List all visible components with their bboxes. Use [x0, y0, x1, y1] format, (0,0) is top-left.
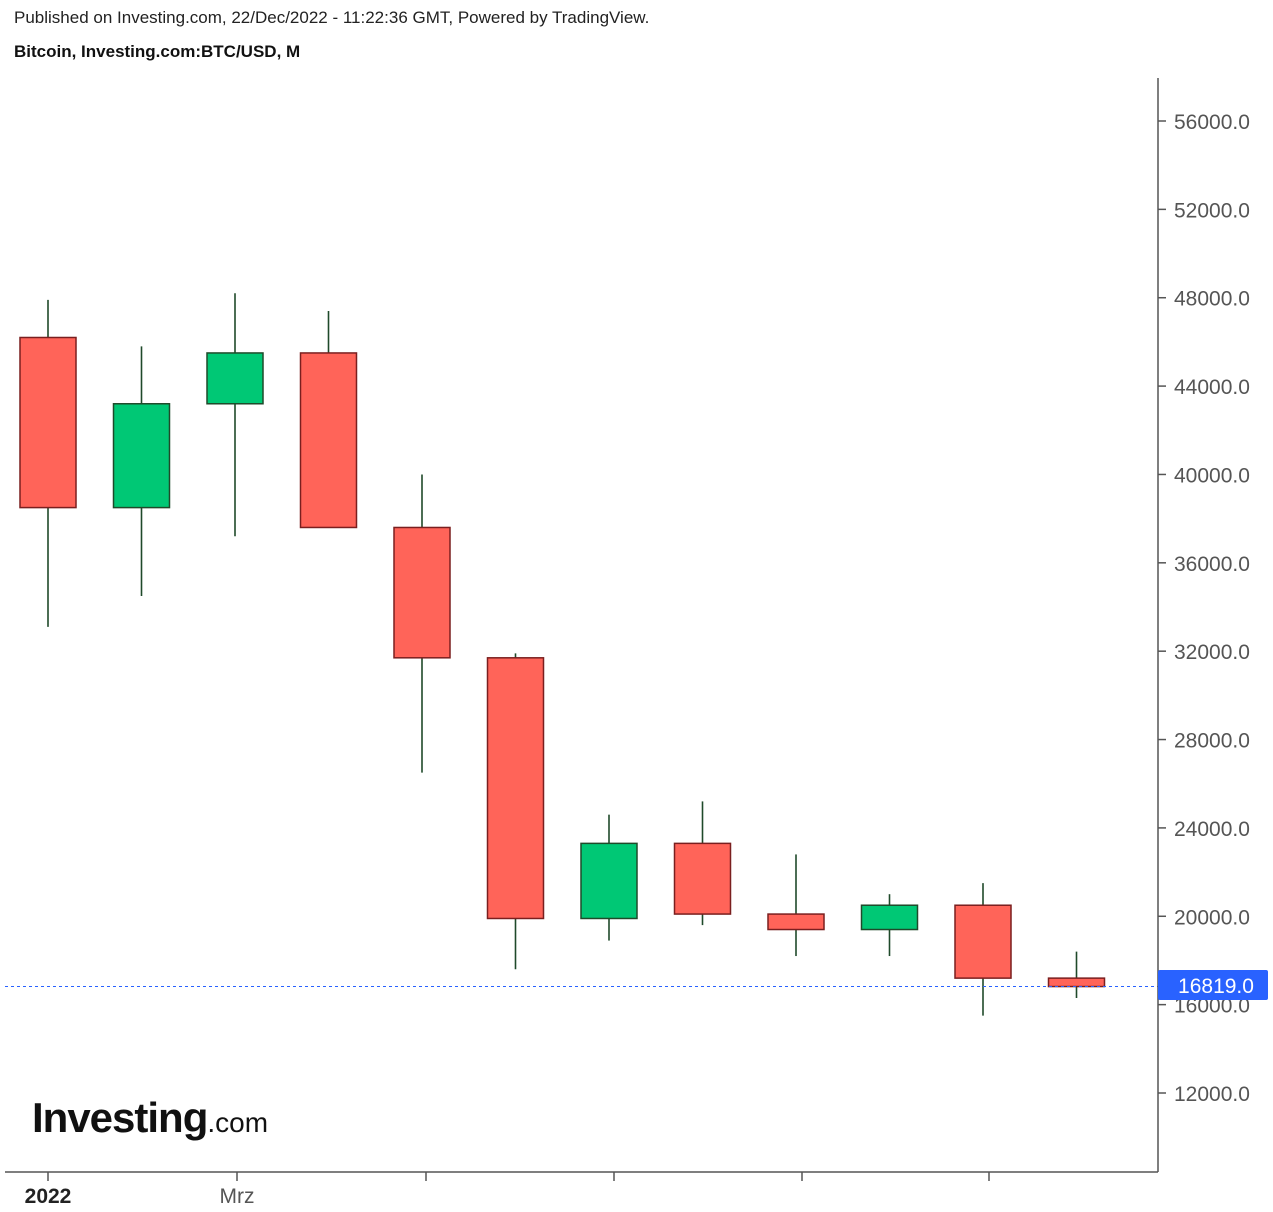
y-tick-label: 40000.0: [1174, 464, 1250, 487]
candle: [486, 653, 545, 970]
y-tick-label: 48000.0: [1174, 288, 1250, 311]
candle-body-up: [860, 904, 919, 931]
y-tick-label: 56000.0: [1174, 111, 1250, 134]
last-price-label: 16819.0: [1178, 975, 1254, 998]
y-tick-label: 36000.0: [1174, 553, 1250, 576]
candle: [206, 293, 264, 537]
candle: [1047, 951, 1106, 999]
candle: [673, 801, 732, 926]
y-tick-label: 52000.0: [1174, 199, 1250, 222]
candle-body-down: [1047, 977, 1106, 988]
last-price-tag-bg: [1158, 970, 1268, 1000]
candle-body-down: [299, 352, 358, 529]
candle-body-down: [954, 904, 1012, 979]
published-caption: Published on Investing.com, 22/Dec/2022 …: [14, 8, 650, 27]
x-tick-label: 2022: [25, 1185, 72, 1208]
y-axis-ticks: 56000.0 52000.0 48000.0 44000.0 40000.0 36000…: [1158, 111, 1250, 1106]
candle: [112, 346, 171, 596]
candle-body-up: [206, 352, 264, 405]
logo-suffix: .com: [207, 1107, 269, 1138]
x-tick-label: Mrz: [220, 1185, 255, 1208]
last-price-tag: 16819.0: [1158, 970, 1268, 1000]
candles-group: [19, 293, 1106, 1016]
candle: [860, 894, 919, 957]
candle-body-down: [673, 842, 732, 915]
y-tick-label: 44000.0: [1174, 376, 1250, 399]
investing-logo: Investing.com: [32, 1094, 268, 1142]
candle: [299, 310, 358, 529]
candle-body-down: [19, 336, 77, 509]
y-tick-label: 28000.0: [1174, 730, 1250, 753]
y-tick-label: 12000.0: [1174, 1083, 1250, 1106]
y-tick-label: 20000.0: [1174, 906, 1250, 929]
logo-brand: Investing: [32, 1094, 208, 1141]
y-tick-label: 24000.0: [1174, 818, 1250, 841]
candle-body-down: [486, 657, 545, 920]
y-tick-label: 32000.0: [1174, 641, 1250, 664]
candle: [954, 883, 1012, 1016]
x-axis-ticks: 2022 Mrz: [25, 1172, 990, 1208]
y-tick-label: 16000.0: [1174, 995, 1250, 1018]
candle-body-up: [112, 403, 171, 509]
candle-body-down: [767, 913, 825, 931]
chart-title: Bitcoin, Investing.com:BTC/USD, M: [14, 42, 301, 61]
candle: [580, 814, 638, 941]
candle: [393, 474, 451, 773]
candle-body-down: [393, 526, 451, 659]
candle-body-up: [580, 842, 638, 920]
candle: [19, 299, 77, 627]
candle: [767, 854, 825, 957]
